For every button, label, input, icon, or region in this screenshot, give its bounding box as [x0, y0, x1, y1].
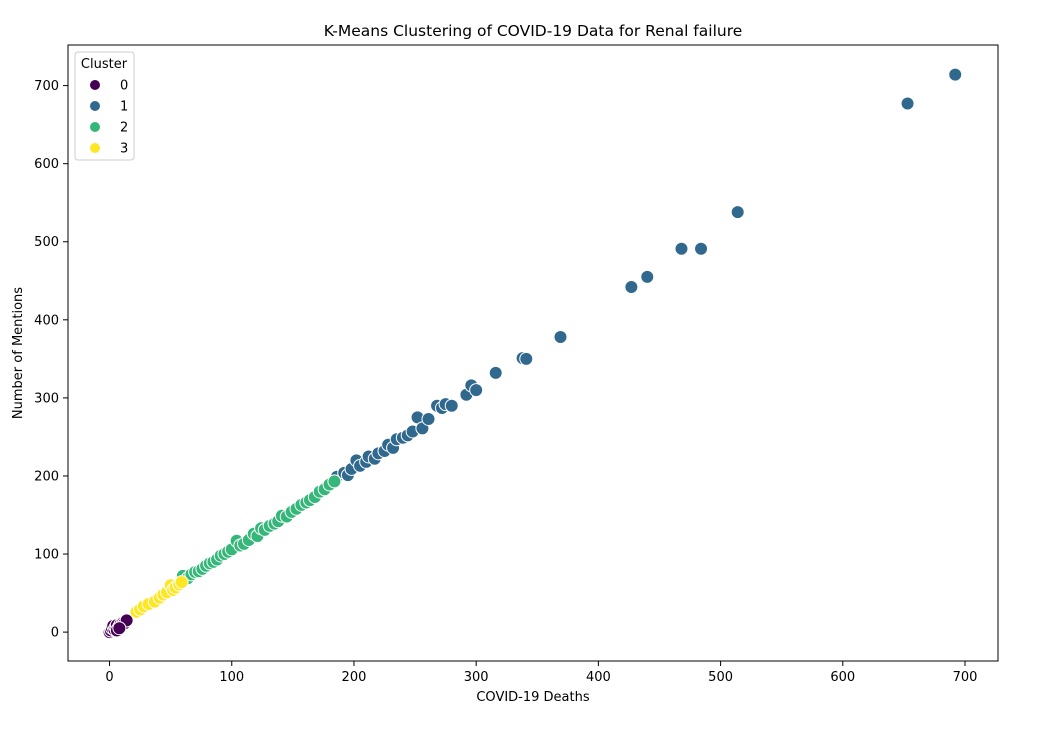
data-point — [488, 365, 503, 380]
y-tick-label: 400 — [34, 313, 59, 328]
data-point — [730, 205, 745, 220]
x-tick-label: 700 — [953, 670, 978, 685]
x-tick-label: 400 — [586, 670, 611, 685]
x-axis: 0 100 200 300 400 500 600 700 — [105, 661, 977, 685]
legend-label: 1 — [120, 100, 128, 115]
legend-label: 2 — [120, 121, 128, 136]
y-axis-label: Number of Mentions — [11, 287, 26, 419]
x-tick-label: 300 — [464, 670, 489, 685]
y-tick-label: 100 — [34, 548, 59, 563]
legend-label: 0 — [120, 79, 128, 94]
data-point — [694, 241, 709, 256]
data-point — [900, 96, 915, 111]
data-point — [174, 575, 189, 590]
legend-entries: 0 1 2 3 — [89, 79, 128, 157]
legend-marker — [89, 79, 101, 91]
points-layer — [102, 67, 963, 640]
legend-marker — [89, 121, 101, 133]
legend-box — [74, 51, 135, 161]
y-tick-label: 500 — [34, 235, 59, 250]
x-tick-label: 600 — [830, 670, 855, 685]
legend-marker — [89, 142, 101, 154]
data-point — [948, 67, 963, 82]
chart-title: K-Means Clustering of COVID-19 Data for … — [324, 22, 743, 40]
data-point — [640, 269, 655, 284]
x-axis-label: COVID-19 Deaths — [476, 690, 589, 705]
x-tick-label: 100 — [219, 670, 244, 685]
y-tick-label: 200 — [34, 469, 59, 484]
data-point — [112, 621, 127, 636]
legend-marker — [89, 100, 101, 112]
y-tick-label: 600 — [34, 157, 59, 172]
data-point — [553, 329, 568, 344]
y-axis: 0 100 200 300 400 500 600 700 — [34, 79, 68, 641]
legend-title: Cluster — [81, 57, 128, 72]
data-point — [444, 398, 459, 413]
x-tick-label: 0 — [105, 670, 113, 685]
data-point — [624, 280, 639, 295]
y-tick-label: 300 — [34, 391, 59, 406]
plot-frame — [67, 44, 999, 662]
legend: Cluster 0 1 2 3 — [74, 51, 135, 161]
data-point — [421, 411, 436, 426]
x-tick-label: 500 — [708, 670, 733, 685]
data-point — [674, 241, 689, 256]
legend-label: 3 — [120, 142, 128, 157]
data-point — [519, 351, 534, 366]
x-tick-label: 200 — [342, 670, 367, 685]
y-tick-label: 700 — [34, 79, 59, 94]
data-point — [469, 383, 484, 398]
y-tick-label: 0 — [51, 626, 59, 641]
data-point — [327, 474, 342, 489]
